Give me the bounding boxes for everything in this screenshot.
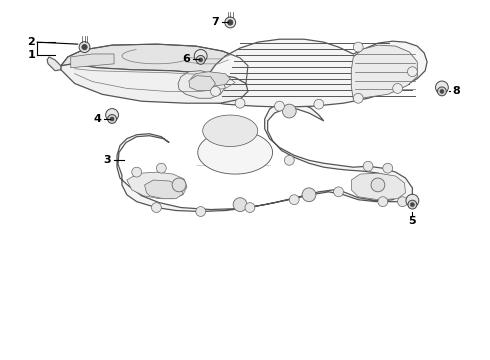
Circle shape [438,87,446,96]
Circle shape [245,203,255,212]
Text: 2: 2 [27,37,35,47]
Circle shape [195,50,207,62]
Circle shape [172,178,186,192]
Polygon shape [61,44,248,84]
Polygon shape [189,76,216,90]
Circle shape [225,17,236,28]
Circle shape [151,203,161,212]
Polygon shape [127,172,187,199]
Circle shape [411,203,415,207]
Circle shape [196,207,206,216]
Polygon shape [71,54,114,68]
Text: 7: 7 [212,18,220,27]
Circle shape [132,167,142,177]
Circle shape [397,197,408,207]
Circle shape [282,104,296,118]
Circle shape [436,81,448,94]
Polygon shape [145,180,183,199]
Circle shape [353,42,363,52]
Circle shape [289,195,299,204]
Text: 3: 3 [103,155,111,165]
Circle shape [392,84,402,93]
Text: 1: 1 [27,50,35,60]
Polygon shape [203,115,258,147]
Circle shape [408,200,417,209]
Polygon shape [61,64,248,103]
Circle shape [363,161,373,171]
Circle shape [108,114,117,123]
Polygon shape [47,57,61,71]
Text: 8: 8 [453,86,461,96]
Circle shape [227,20,233,25]
Circle shape [274,101,284,111]
Polygon shape [191,72,230,86]
Circle shape [235,98,245,108]
Text: 6: 6 [182,54,190,64]
Circle shape [383,163,392,173]
Circle shape [106,109,119,121]
Polygon shape [117,101,413,212]
Polygon shape [351,173,406,200]
Circle shape [284,156,294,165]
Circle shape [82,44,87,50]
Circle shape [408,67,417,77]
Polygon shape [176,39,427,107]
Circle shape [353,93,363,103]
Text: 5: 5 [409,216,416,226]
Circle shape [211,86,220,96]
Circle shape [314,99,324,109]
Circle shape [440,89,444,93]
Circle shape [406,194,419,207]
Circle shape [110,117,114,121]
Circle shape [302,188,316,202]
Polygon shape [178,71,225,98]
Polygon shape [198,131,272,174]
Circle shape [79,42,90,53]
Circle shape [334,187,343,197]
Circle shape [371,178,385,192]
Polygon shape [351,45,417,99]
Text: 4: 4 [94,114,101,124]
Circle shape [199,58,203,62]
Circle shape [156,163,166,173]
Circle shape [233,198,247,212]
Circle shape [378,197,388,207]
Circle shape [196,55,205,64]
